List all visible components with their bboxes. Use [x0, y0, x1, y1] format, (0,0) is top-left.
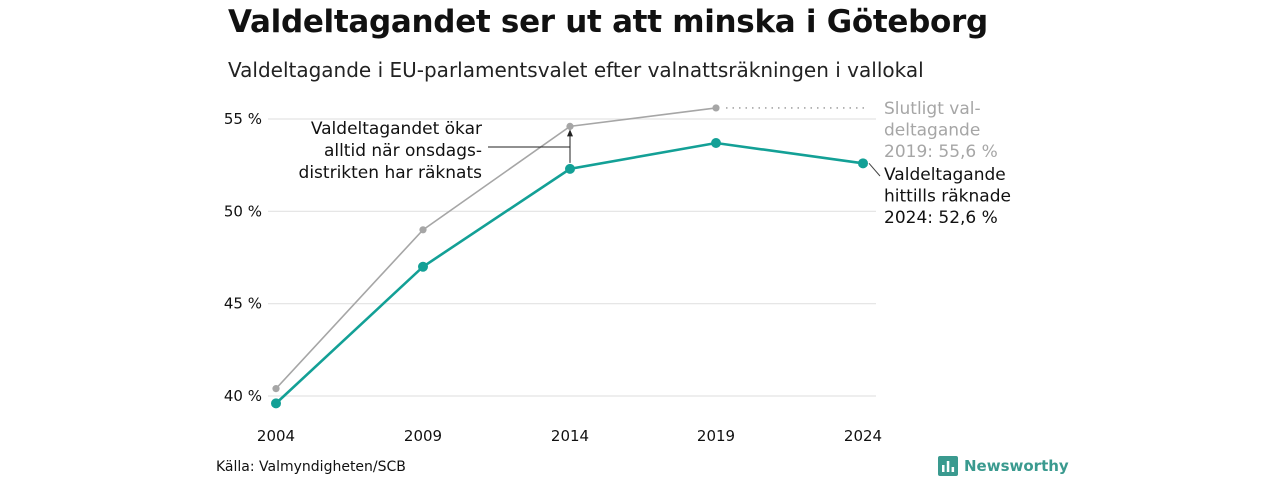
brand-name: Newsworthy — [964, 457, 1069, 475]
counted-label-leader — [868, 162, 881, 177]
label-counted-turnout: hittills räknade — [884, 187, 1011, 207]
final-turnout-point — [419, 226, 427, 234]
x-tick-label: 2024 — [844, 427, 882, 445]
x-tick-label: 2009 — [404, 427, 442, 445]
y-tick-label: 40 % — [224, 387, 262, 405]
annotation-onsdag: Valdeltagandet ökar — [311, 119, 482, 139]
annotation-arrowhead — [567, 129, 573, 137]
final-turnout-point — [566, 122, 574, 130]
y-tick-label: 50 % — [224, 202, 262, 220]
label-counted-turnout: 2024: 52,6 % — [884, 208, 998, 228]
label-final-turnout: deltagande — [884, 121, 980, 141]
y-tick-label: 55 % — [224, 110, 262, 128]
annotation-onsdag: alltid när onsdags- — [324, 141, 482, 161]
x-tick-label: 2014 — [551, 427, 589, 445]
label-final-turnout: Slutligt val- — [884, 99, 981, 119]
chart-title: Valdeltagandet ser ut att minska i Göteb… — [228, 4, 988, 40]
source-note: Källa: Valmyndigheten/SCB — [216, 459, 406, 475]
annotation-onsdag: distrikten har räknats — [299, 163, 483, 183]
x-tick-label: 2019 — [697, 427, 735, 445]
counted-turnout-point — [271, 398, 281, 409]
chart-subtitle: Valdeltagande i EU-parlamentsvalet efter… — [228, 58, 924, 82]
final-turnout-point — [712, 104, 720, 112]
counted-turnout-point — [711, 138, 721, 149]
final-turnout-point — [272, 385, 280, 393]
y-tick-label: 45 % — [224, 295, 262, 313]
label-final-turnout: 2019: 55,6 % — [884, 142, 998, 162]
bar-chart-icon — [938, 456, 958, 476]
x-tick-label: 2004 — [257, 427, 295, 445]
label-counted-turnout: Valdeltagande — [884, 165, 1006, 185]
counted-turnout-point — [565, 163, 575, 174]
final-turnout-line — [275, 107, 717, 390]
brand-logo: Newsworthy — [938, 456, 1069, 476]
counted-turnout-point — [858, 158, 868, 169]
counted-turnout-point — [418, 261, 428, 272]
